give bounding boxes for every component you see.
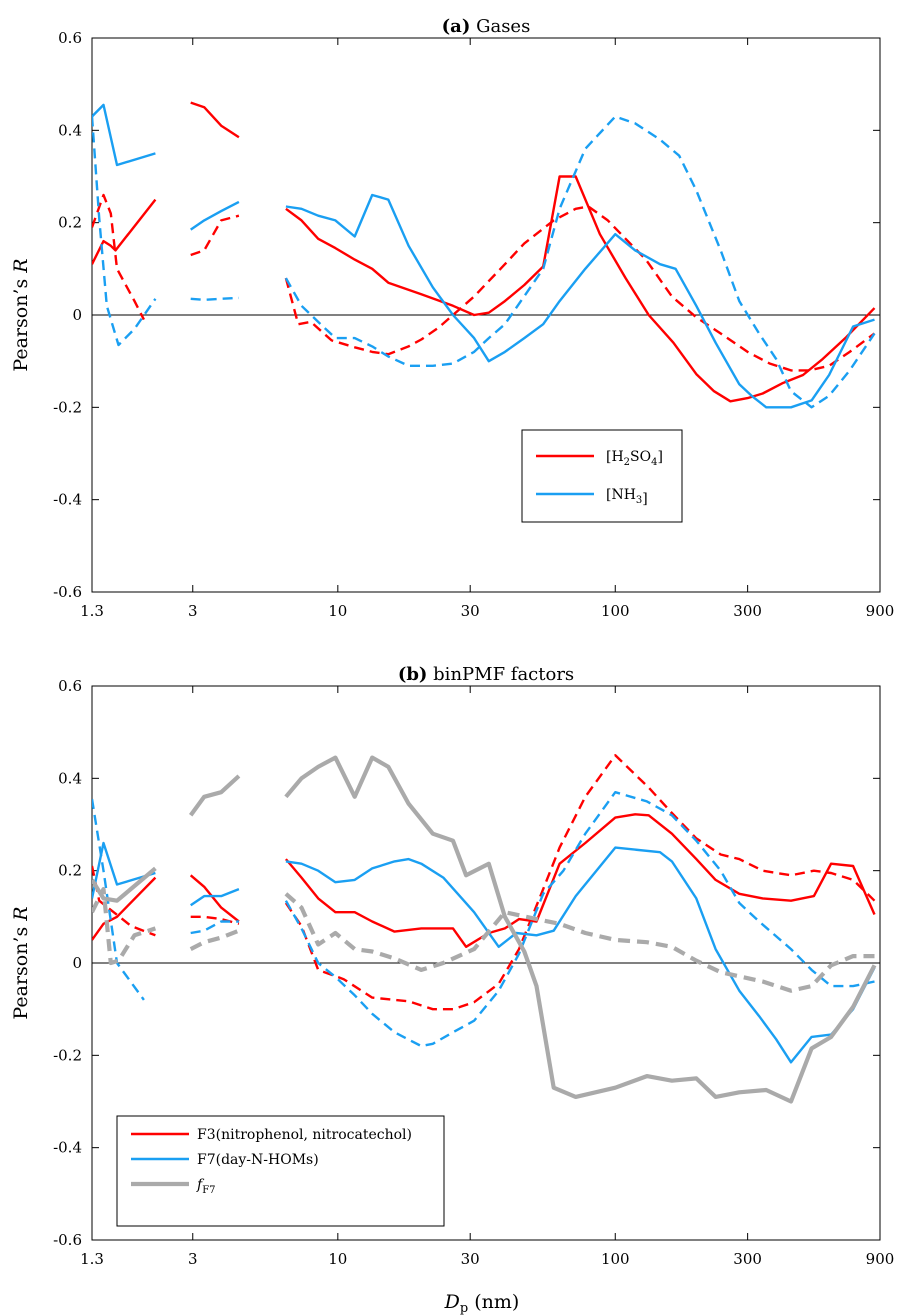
series-line-4 xyxy=(92,116,157,347)
series-line-1 xyxy=(284,813,876,948)
series-line-3 xyxy=(92,103,156,167)
y-tick-label: 0.2 xyxy=(58,862,82,880)
x-tick-label: 1.3 xyxy=(80,1250,104,1268)
series-line-2 xyxy=(190,214,240,257)
y-axis-label: Pearson’s R xyxy=(10,906,32,1019)
series-line-3 xyxy=(190,200,240,231)
x-tick-label: 1.3 xyxy=(80,602,104,620)
series-line-1 xyxy=(190,101,240,139)
series-group xyxy=(92,754,877,1104)
series-line-3 xyxy=(285,193,875,409)
series-line-4 xyxy=(190,920,239,935)
series-line-5 xyxy=(189,774,241,817)
legend-label: [H2SO4] xyxy=(606,449,663,468)
legend: [H2SO4] [NH3] xyxy=(521,429,683,523)
y-tick-label: 0 xyxy=(72,306,82,324)
y-tick-label: 0.2 xyxy=(58,214,82,232)
y-axis-label: Pearson’s R xyxy=(10,258,32,371)
panel-a: -0.6 -0.4 -0.2 0 0.2 0.4 0.6 1.3 3 10 30 100 300 900 (… xyxy=(10,16,894,620)
x-tick-label: 3 xyxy=(188,1250,198,1268)
series-line-4 xyxy=(92,798,145,1001)
x-tick-label: 3 xyxy=(188,602,198,620)
x-tick-label: 30 xyxy=(461,602,480,620)
series-line-2 xyxy=(190,915,240,925)
series-line-1 xyxy=(92,876,157,941)
y-tick-label: -0.6 xyxy=(53,583,82,601)
legend-box xyxy=(521,429,683,523)
legend: F3(nitrophenol, nitrocatechol) F7(day-N-H… xyxy=(116,1115,445,1227)
series-line-2 xyxy=(92,193,145,321)
y-tick-label: 0 xyxy=(72,954,82,972)
x-tick-label: 300 xyxy=(733,1250,762,1268)
x-tick-label: 900 xyxy=(866,602,895,620)
y-tick-label: -0.4 xyxy=(53,491,82,509)
series-line-5 xyxy=(284,755,877,1104)
series-line-2 xyxy=(284,754,876,1011)
series-line-1 xyxy=(285,175,876,403)
x-tick-label: 100 xyxy=(601,602,630,620)
legend-label: F7(day-N-HOMs) xyxy=(197,1152,319,1168)
legend-label: fF7 xyxy=(196,1177,216,1196)
y-tick-label: 0.6 xyxy=(58,29,82,47)
y-tick-label: 0.4 xyxy=(58,769,82,787)
series-line-6 xyxy=(189,928,240,951)
series-line-5 xyxy=(92,866,157,903)
x-tick-label: 30 xyxy=(461,1250,480,1268)
y-tick-label: -0.2 xyxy=(53,398,82,416)
y-tick-label: -0.2 xyxy=(53,1046,82,1064)
legend-label: F3(nitrophenol, nitrocatechol) xyxy=(197,1127,412,1143)
series-line-3 xyxy=(190,887,240,907)
series-group xyxy=(92,101,876,409)
series-line-3 xyxy=(92,841,156,899)
series-line-4 xyxy=(284,115,876,409)
panel-title: (a) Gases xyxy=(442,16,531,37)
series-line-1 xyxy=(189,874,240,923)
panel-b: -0.6 -0.4 -0.2 0 0.2 0.4 0.6 1.3 3 10 30 100 300 900 (… xyxy=(10,664,894,1268)
series-line-4 xyxy=(190,296,239,301)
y-tick-label: 0.4 xyxy=(58,121,82,139)
x-tick-label: 100 xyxy=(601,1250,630,1268)
series-line-6 xyxy=(284,892,875,993)
legend-label: [NH3] xyxy=(606,487,648,507)
series-line-2 xyxy=(284,205,876,372)
y-tick-label: -0.6 xyxy=(53,1231,82,1249)
x-axis-label: Dp (nm) xyxy=(444,1291,520,1316)
series-line-3 xyxy=(285,846,876,1064)
x-tick-label: 900 xyxy=(866,1250,895,1268)
y-tick-label: 0.6 xyxy=(58,677,82,695)
series-line-4 xyxy=(284,791,875,1048)
series-line-6 xyxy=(92,887,157,966)
series-line-1 xyxy=(92,198,157,265)
x-tick-label: 300 xyxy=(733,602,762,620)
x-tick-label: 10 xyxy=(328,602,347,620)
x-tick-label: 10 xyxy=(328,1250,347,1268)
panel-title: (b) binPMF factors xyxy=(398,664,574,685)
y-tick-label: -0.4 xyxy=(53,1139,82,1157)
